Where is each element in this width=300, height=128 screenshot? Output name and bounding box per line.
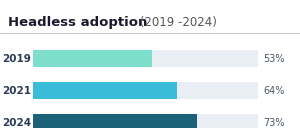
Bar — [33, 114, 258, 128]
Bar — [33, 50, 152, 67]
Text: Headless adoption: Headless adoption — [8, 16, 147, 29]
Bar — [33, 114, 197, 128]
Text: 2021: 2021 — [2, 86, 31, 95]
Text: 73%: 73% — [263, 118, 284, 127]
Text: 2024: 2024 — [2, 118, 31, 127]
Text: 2019: 2019 — [2, 54, 31, 63]
Bar — [33, 82, 177, 99]
Text: 64%: 64% — [263, 86, 284, 95]
Bar — [33, 82, 258, 99]
Bar — [33, 50, 258, 67]
Text: 53%: 53% — [263, 54, 284, 63]
Text: (2019 -2024): (2019 -2024) — [136, 16, 217, 29]
